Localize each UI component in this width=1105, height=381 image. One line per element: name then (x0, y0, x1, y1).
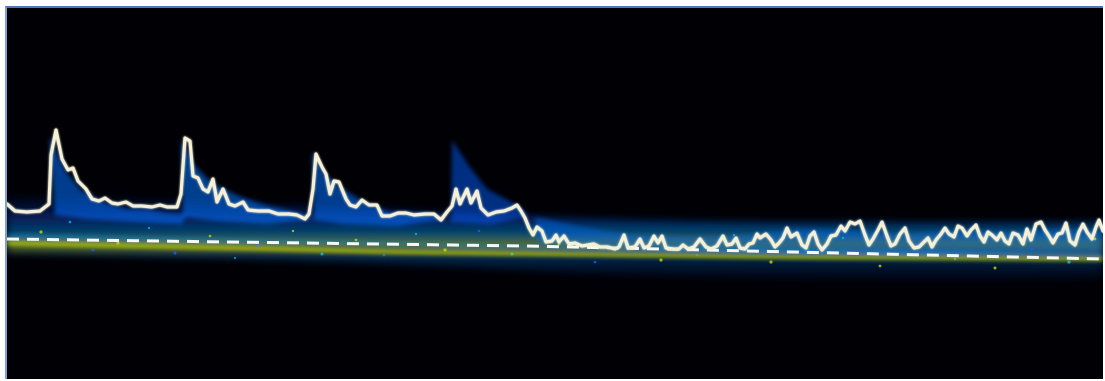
doppler-envelope-trace (7, 128, 1103, 252)
dark-background (7, 8, 1103, 379)
doppler-waveform-canvas (7, 8, 1103, 379)
doppler-screen (5, 6, 1103, 379)
doppler-baseline-dashed (7, 237, 1103, 261)
